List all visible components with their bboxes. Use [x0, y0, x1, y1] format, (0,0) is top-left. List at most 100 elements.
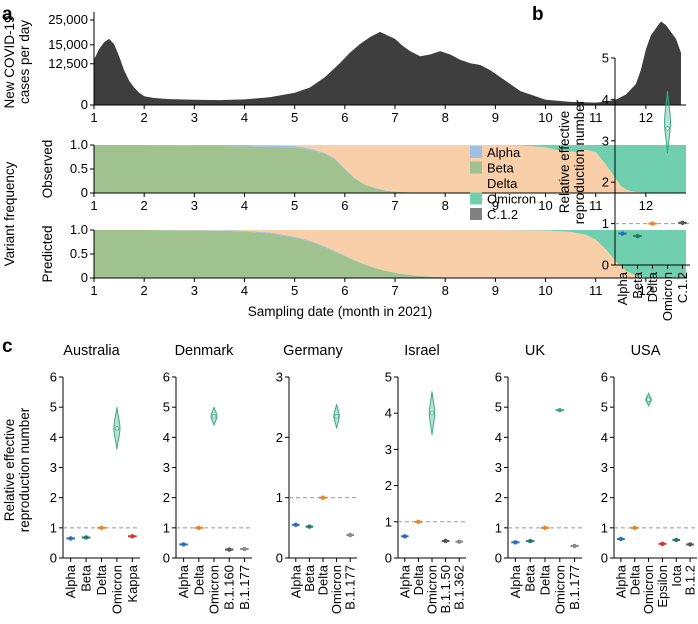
cases-area: [94, 21, 681, 105]
Denmark-y-tick-label: 1: [163, 520, 170, 535]
Denmark-point-omicron: [211, 414, 217, 419]
predicted-x-tick-label: 11: [589, 283, 603, 298]
Germany-title: Germany: [283, 343, 343, 359]
Australia-y-tick-label: 1: [50, 520, 57, 535]
USA-x-tick-label: Delta: [627, 564, 642, 595]
predicted-x-tick-label: 7: [391, 283, 398, 298]
observed-x-tick-label: 3: [191, 198, 198, 213]
USA-y-tick-label: 0: [601, 551, 608, 566]
Israel-point-b1362: [457, 539, 462, 544]
legend-label-omicron: Omicron: [487, 192, 536, 207]
USA-y-tick-label: 2: [601, 490, 608, 505]
panel_b-x-tick-label: Delta: [645, 271, 660, 302]
Israel-x-tick-label: Delta: [411, 564, 426, 595]
frequency-x-axis-label: Sampling date (month in 2021): [248, 304, 433, 319]
predicted-x-tick-label: 10: [538, 283, 552, 298]
panel_b-x-tick-label: C.1.2: [675, 272, 690, 303]
Denmark-y-tick-label: 5: [163, 400, 170, 415]
Denmark-x-tick-label: Delta: [191, 564, 206, 595]
UK-y-tick-label: 1: [495, 520, 502, 535]
USA-point-omicron: [646, 397, 651, 402]
USA-y-tick-label: 4: [601, 430, 608, 445]
Denmark-x-tick-label: B.1.160: [222, 565, 237, 610]
cases-x-tick-label: 3: [191, 110, 198, 125]
predicted-x-tick-label: 5: [291, 283, 298, 298]
UK-point-delta: [542, 525, 548, 531]
UK-y-tick-label: 0: [495, 551, 502, 566]
Israel-y-tick-label: 3: [385, 442, 392, 457]
panel-letter-a: a: [2, 4, 13, 25]
Israel-x-tick-label: Alpha: [397, 564, 412, 598]
cases-x-tick-label: 11: [589, 110, 603, 125]
Australia-y-tick-label: 2: [50, 490, 57, 505]
USA-y-tick-label: 6: [601, 370, 608, 385]
USA-y-tick-label: 5: [601, 400, 608, 415]
predicted-y-tick-label: 0.5: [70, 246, 88, 261]
observed-y-tick-label: 1.0: [70, 137, 88, 152]
predicted-x-tick-label: 2: [141, 283, 148, 298]
USA-x-tick-label: Omicron: [641, 565, 656, 614]
panel-c-y-axis-label: reproduction number: [17, 407, 32, 532]
USA-x-tick-label: Epsilon: [655, 565, 670, 608]
USA-title: USA: [631, 343, 661, 359]
predicted-area-beta: [94, 230, 686, 278]
UK-x-tick-label: Alpha: [508, 564, 523, 598]
UK-x-tick-label: Delta: [538, 564, 553, 595]
panel_b-point-omicron: [665, 126, 670, 131]
Denmark-title: Denmark: [175, 343, 235, 359]
predicted-x-tick-label: 8: [442, 283, 449, 298]
Denmark-x-tick-label: B.1.177: [237, 565, 252, 610]
panel_b-y-tick-label: 2: [602, 175, 609, 190]
panel_b-y-tick-label: 1: [602, 216, 609, 231]
Australia-x-tick-label: Beta: [79, 564, 94, 592]
legend-swatch-alpha: [470, 146, 482, 158]
predicted-frequency-chart: 1.00.501 2 3 4 5 6 7 8 9 10 11 12PredictedSampling …: [2, 161, 686, 319]
observed-y-tick-label: 0: [81, 185, 88, 200]
Australia-y-tick-label: 5: [50, 400, 57, 415]
observed-y-tick-label: 0.5: [70, 161, 88, 176]
Germany-point-alpha: [293, 522, 298, 528]
Australia-x-tick-label: Alpha: [63, 564, 78, 598]
Denmark-y-tick-label: 6: [163, 370, 170, 385]
Australia-point-beta: [83, 535, 89, 540]
USA-x-tick-label: Alpha: [613, 564, 628, 598]
UK-y-tick-label: 2: [495, 490, 502, 505]
Israel-x-tick-label: B.1.1.50: [438, 565, 453, 613]
Denmark-point-b1177: [242, 546, 247, 552]
Australia-point-omicron: [114, 426, 120, 431]
predicted-x-tick-label: 1: [90, 283, 97, 298]
cases-x-tick-label: 5: [291, 110, 298, 125]
legend-swatch-omicron: [470, 192, 482, 205]
predicted-y-tick-label: 0: [81, 270, 88, 285]
Israel-y-tick-label: 1: [385, 514, 392, 529]
Israel-x-tick-label: Omicron: [425, 565, 440, 614]
panel-letter-c: c: [2, 336, 13, 357]
predicted-x-tick-label: 6: [341, 283, 348, 298]
USA-y-tick-label: 3: [601, 460, 608, 475]
legend-swatch-delta: [470, 177, 482, 189]
Australia-point-alpha: [68, 536, 73, 541]
observed-x-tick-label: 2: [141, 198, 148, 213]
Germany-point-b1177: [348, 532, 353, 538]
UK-x-tick-label: B.1.177: [567, 565, 582, 610]
Australia-point-kappa: [130, 534, 135, 539]
UK-y-tick-label: 3: [495, 460, 502, 475]
observed-x-tick-label: 8: [442, 198, 449, 213]
Israel-y-tick-label: 2: [385, 478, 392, 493]
observed-x-tick-label: 9: [492, 198, 499, 213]
panel_b-y-tick-label: 3: [602, 133, 609, 148]
Denmark-point-delta: [196, 525, 201, 531]
Germany-x-tick-label: Alpha: [288, 564, 303, 598]
Denmark-y-tick-label: 0: [163, 551, 170, 566]
legend-label-c1.2: C.1.2: [487, 207, 518, 222]
USA-point-alpha: [618, 536, 624, 542]
Germany-y-tick-label: 2: [276, 430, 283, 445]
panel_b-y-tick-label: 0: [602, 258, 609, 273]
panel_b-point-alpha: [620, 231, 625, 236]
panel_b-x-tick-label: Alpha: [615, 271, 630, 305]
Australia-y-tick-label: 0: [50, 551, 57, 566]
Germany-x-tick-label: Omicron: [329, 565, 344, 614]
